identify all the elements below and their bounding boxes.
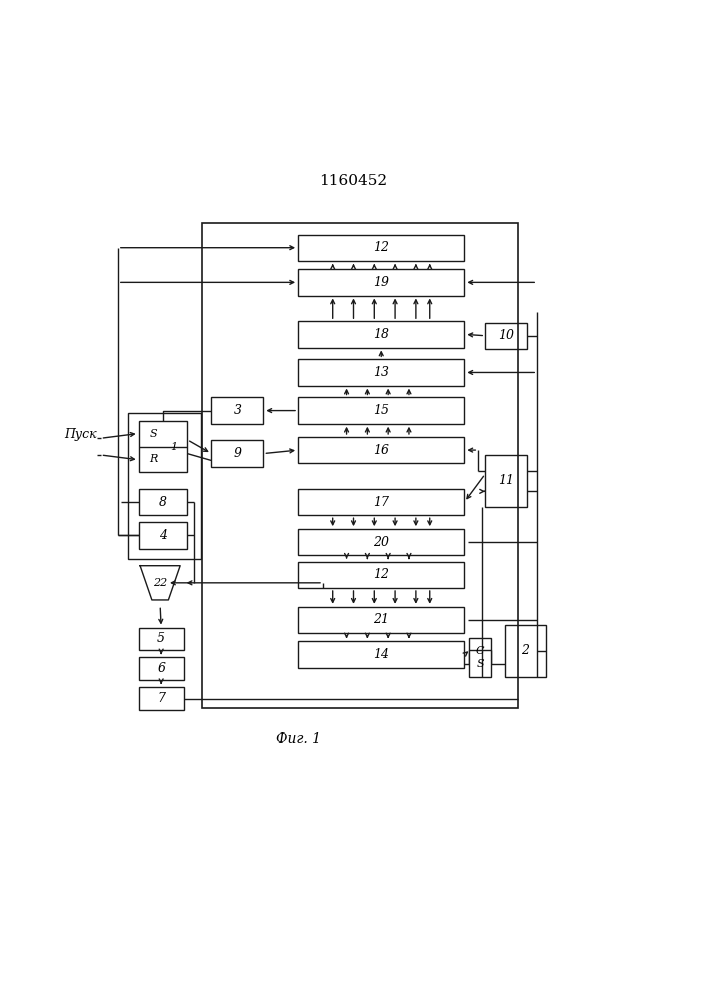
Text: S: S bbox=[477, 659, 484, 669]
Text: 19: 19 bbox=[373, 276, 390, 289]
Text: S: S bbox=[149, 429, 157, 439]
Bar bbox=[139, 489, 187, 515]
Bar bbox=[298, 437, 464, 463]
Bar bbox=[298, 269, 464, 296]
Text: 18: 18 bbox=[373, 328, 390, 341]
Text: 15: 15 bbox=[373, 404, 390, 417]
Bar bbox=[298, 641, 464, 668]
Text: 17: 17 bbox=[373, 496, 390, 509]
Bar bbox=[298, 607, 464, 633]
Text: Пуск: Пуск bbox=[64, 428, 97, 441]
Bar bbox=[139, 657, 184, 680]
Text: 1: 1 bbox=[170, 442, 177, 452]
Bar bbox=[298, 359, 464, 386]
Text: C: C bbox=[476, 646, 484, 656]
Bar bbox=[128, 413, 201, 559]
Bar bbox=[298, 489, 464, 515]
Bar bbox=[298, 397, 464, 424]
Text: 4: 4 bbox=[159, 529, 167, 542]
Bar bbox=[139, 687, 184, 710]
Bar bbox=[298, 235, 464, 261]
Text: 20: 20 bbox=[373, 536, 390, 549]
Text: Фиг. 1: Фиг. 1 bbox=[276, 732, 320, 746]
Text: 1160452: 1160452 bbox=[320, 174, 387, 188]
Text: 11: 11 bbox=[498, 474, 514, 487]
Text: 14: 14 bbox=[373, 648, 390, 661]
Bar bbox=[298, 529, 464, 555]
Bar bbox=[485, 455, 527, 507]
Bar bbox=[469, 638, 491, 664]
Bar bbox=[202, 223, 518, 708]
Bar bbox=[298, 562, 464, 588]
Bar bbox=[469, 650, 491, 677]
Text: 9: 9 bbox=[233, 447, 241, 460]
Text: R: R bbox=[149, 454, 158, 464]
Text: 21: 21 bbox=[373, 613, 390, 626]
Bar bbox=[139, 522, 187, 549]
Text: 13: 13 bbox=[373, 366, 390, 379]
Text: 12: 12 bbox=[373, 241, 390, 254]
Text: 10: 10 bbox=[498, 329, 514, 342]
Bar bbox=[298, 321, 464, 348]
Bar bbox=[211, 397, 264, 424]
Text: 8: 8 bbox=[159, 496, 167, 509]
Bar bbox=[505, 625, 547, 677]
Bar bbox=[211, 440, 264, 467]
Text: 3: 3 bbox=[233, 404, 241, 417]
Bar bbox=[139, 421, 187, 472]
Text: 16: 16 bbox=[373, 444, 390, 457]
Bar bbox=[139, 628, 184, 650]
Text: 5: 5 bbox=[157, 632, 165, 645]
Text: 6: 6 bbox=[157, 662, 165, 675]
Text: 7: 7 bbox=[157, 692, 165, 705]
Bar bbox=[485, 323, 527, 349]
Text: 22: 22 bbox=[153, 578, 168, 588]
Text: 12: 12 bbox=[373, 568, 390, 581]
Text: 2: 2 bbox=[521, 644, 530, 657]
